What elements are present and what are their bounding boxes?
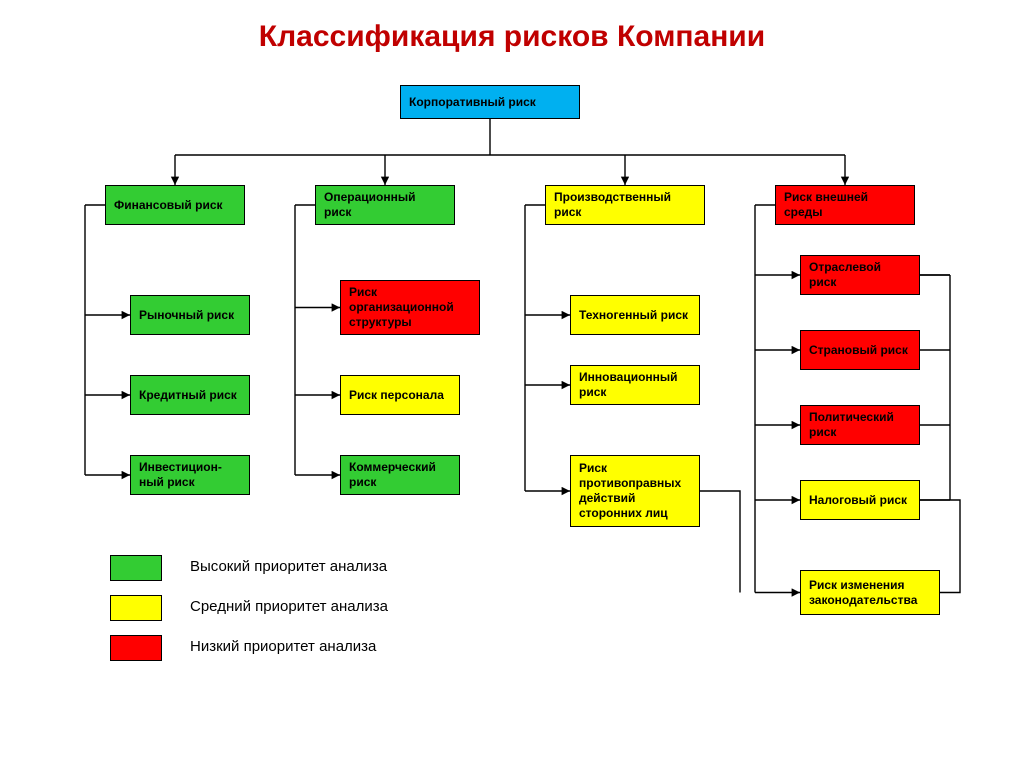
child-prod-1: Инновационный риск [570,365,700,405]
child-ext-3: Налоговый риск [800,480,920,520]
child-ext-2: Политический риск [800,405,920,445]
legend-label-1: Средний приоритет анализа [190,598,388,615]
child-ext-0: Отраслевой риск [800,255,920,295]
child-oper-1: Риск персонала [340,375,460,415]
child-oper-0: Риск организационной структуры [340,280,480,335]
legend-swatch-1 [110,595,162,621]
category-fin: Финансовый риск [105,185,245,225]
child-fin-2: Инвестицион-ный риск [130,455,250,495]
child-prod-2: Риск противоправных действий сторонних л… [570,455,700,527]
root-node: Корпоративный риск [400,85,580,119]
child-fin-1: Кредитный риск [130,375,250,415]
category-prod: Производственный риск [545,185,705,225]
category-ext: Риск внешней среды [775,185,915,225]
category-oper: Операционный риск [315,185,455,225]
legend-swatch-2 [110,635,162,661]
child-ext-1: Страновый риск [800,330,920,370]
legend-label-0: Высокий приоритет анализа [190,558,387,575]
legend-label-2: Низкий приоритет анализа [190,638,376,655]
legend-swatch-0 [110,555,162,581]
child-fin-0: Рыночный риск [130,295,250,335]
child-oper-2: Коммерческий риск [340,455,460,495]
child-ext-4: Риск изменения законодательства [800,570,940,615]
child-prod-0: Техногенный риск [570,295,700,335]
page-title: Классификация рисков Компании [0,20,1024,54]
